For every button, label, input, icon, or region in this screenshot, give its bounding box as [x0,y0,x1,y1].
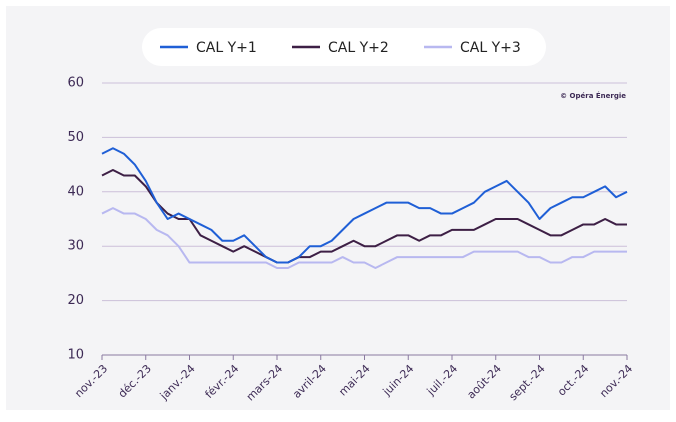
series-line [101,207,627,269]
series-line [101,147,628,264]
legend-label: CAL Y+1 [196,40,257,56]
y-tick-label: 40 [67,184,84,199]
legend-label: CAL Y+2 [328,40,389,56]
legend-label: CAL Y+3 [460,40,521,56]
annotation: © Opéra Énergie [560,91,626,100]
y-tick-label: 20 [67,293,84,308]
y-tick-label: 60 [67,76,84,91]
y-tick-label: 30 [67,239,84,254]
legend-box [142,28,546,66]
y-tick-label: 10 [67,348,84,363]
y-tick-label: 50 [67,130,84,145]
panel [6,6,670,410]
